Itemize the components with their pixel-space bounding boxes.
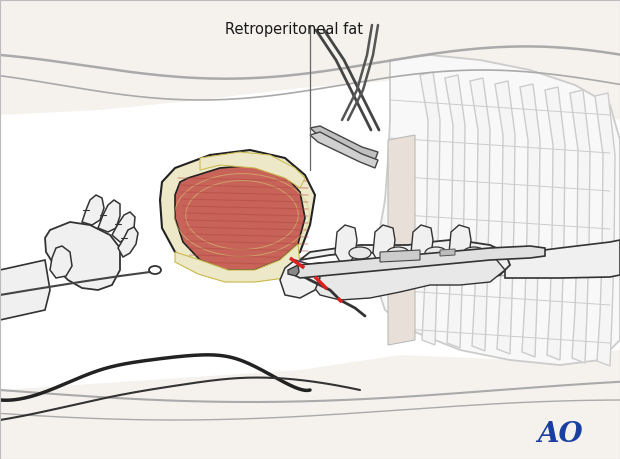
Polygon shape [520, 84, 540, 357]
Polygon shape [335, 225, 357, 262]
Text: AO: AO [537, 421, 583, 448]
Polygon shape [310, 132, 378, 168]
Ellipse shape [387, 247, 409, 259]
Polygon shape [420, 72, 440, 345]
Polygon shape [375, 55, 620, 365]
Text: Retroperitoneal fat: Retroperitoneal fat [225, 22, 363, 37]
Polygon shape [98, 200, 120, 232]
Ellipse shape [463, 247, 485, 259]
Polygon shape [0, 0, 620, 120]
Polygon shape [280, 260, 320, 298]
Polygon shape [449, 225, 471, 262]
Polygon shape [118, 227, 138, 257]
Polygon shape [495, 81, 515, 354]
Polygon shape [160, 150, 315, 278]
Polygon shape [82, 195, 104, 225]
Polygon shape [0, 260, 50, 320]
Polygon shape [388, 135, 415, 345]
Polygon shape [470, 78, 490, 351]
Polygon shape [295, 246, 545, 278]
Ellipse shape [349, 247, 371, 259]
Polygon shape [310, 126, 378, 160]
Polygon shape [505, 240, 620, 278]
Polygon shape [45, 222, 120, 290]
Polygon shape [440, 249, 455, 256]
Polygon shape [300, 255, 505, 300]
Polygon shape [175, 244, 300, 282]
Polygon shape [445, 75, 465, 348]
Polygon shape [112, 212, 135, 242]
Polygon shape [373, 225, 395, 262]
Polygon shape [50, 246, 72, 278]
Polygon shape [545, 87, 565, 360]
Polygon shape [380, 250, 420, 262]
Polygon shape [595, 93, 615, 366]
Polygon shape [0, 350, 620, 459]
Polygon shape [175, 165, 305, 270]
Polygon shape [411, 225, 433, 262]
Ellipse shape [425, 247, 447, 259]
Polygon shape [570, 90, 590, 363]
Polygon shape [288, 265, 299, 276]
Polygon shape [200, 152, 305, 188]
Polygon shape [300, 240, 510, 280]
